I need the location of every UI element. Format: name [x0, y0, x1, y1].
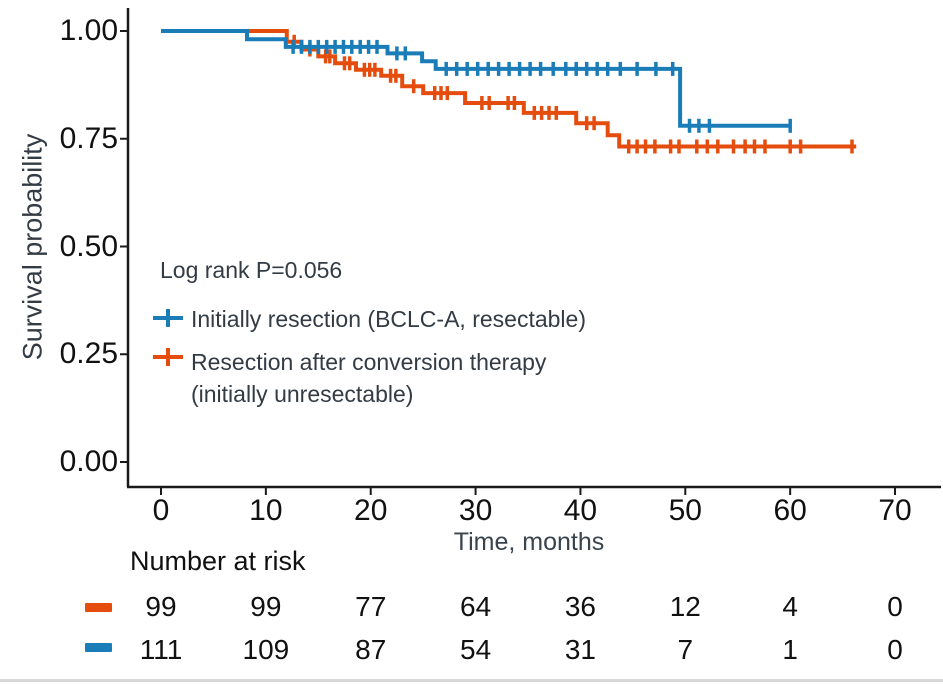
risk-count: 4: [782, 591, 798, 622]
logrank-annotation: Log rank P=0.056: [160, 257, 343, 283]
risk-count: 0: [887, 634, 903, 665]
risk-count: 54: [460, 634, 492, 665]
risk-count: 77: [355, 591, 387, 622]
risk-count: 99: [145, 591, 177, 622]
y-tick-label: 0.50: [59, 229, 118, 263]
risk-count: 111: [139, 634, 183, 665]
x-tick-label: 20: [354, 494, 388, 527]
risk-count: 64: [460, 591, 492, 622]
risk-count: 0: [887, 591, 903, 622]
x-tick-label: 50: [668, 494, 702, 527]
x-tick-label: 30: [458, 494, 493, 527]
y-tick-label: 1.00: [59, 14, 118, 47]
risk-row-initial-resection: 111 109 87 54 31 7 1 0: [0, 634, 943, 666]
legend-item-conversion-therapy: Resection after conversion therapy (init…: [153, 346, 547, 410]
x-tick-label: 40: [563, 494, 598, 527]
risk-count: 36: [564, 591, 597, 622]
risk-count: 87: [355, 634, 387, 665]
plus-marker-orange-icon: [153, 348, 183, 366]
risk-swatch-orange-icon: [85, 603, 112, 612]
risk-count: 31: [564, 634, 597, 665]
legend-label: Initially resection (BCLC-A, resectable): [191, 306, 586, 332]
x-tick-label: 70: [878, 494, 912, 527]
risk-count: 109: [242, 634, 290, 665]
risk-count: 12: [669, 591, 701, 622]
x-tick-label: 60: [773, 494, 807, 527]
figure-bottom-rule: [0, 679, 943, 682]
x-axis-title: Time, months: [453, 528, 605, 556]
legend-label-line1: Resection after conversion therapy: [191, 349, 547, 375]
risk-count: 1: [782, 634, 798, 665]
plus-marker-blue-icon: [153, 309, 183, 327]
x-tick-label: 10: [249, 494, 283, 527]
risk-count: 7: [677, 634, 694, 665]
risk-count: 99: [250, 591, 282, 622]
y-tick-label: 0.25: [59, 337, 118, 371]
x-tick-label: 0: [152, 494, 170, 527]
y-tick-label: 0.00: [59, 445, 118, 478]
risk-swatch-blue-icon: [85, 643, 112, 652]
y-tick-label: 0.75: [59, 121, 118, 155]
risk-table-title: Number at risk: [130, 546, 306, 576]
legend-label-line2: (initially unresectable): [191, 381, 414, 407]
risk-row-conversion: 99 99 77 64 36 12 4 0: [0, 591, 943, 623]
